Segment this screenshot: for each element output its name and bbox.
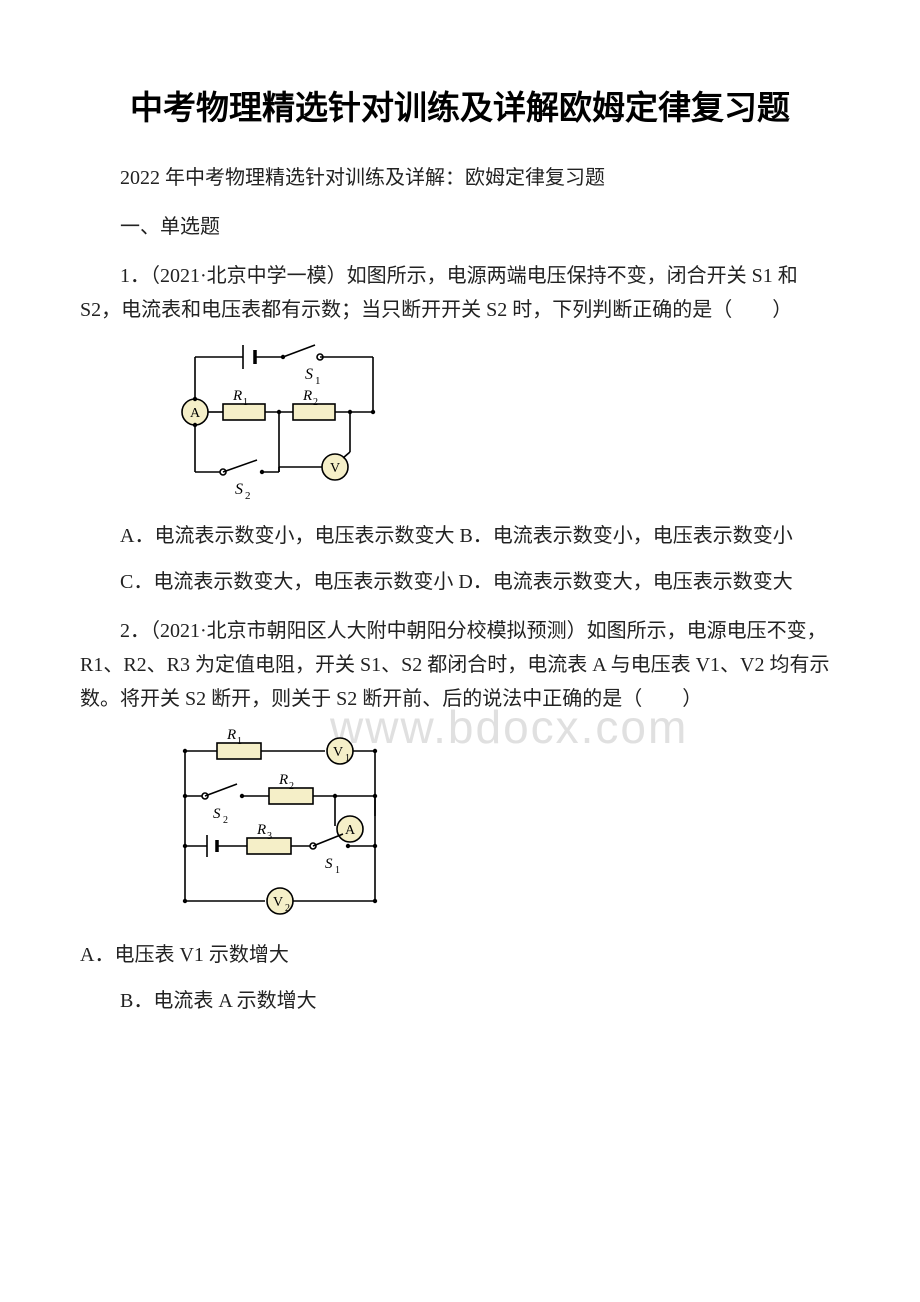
q2-option-a: A．电压表 V1 示数增大: [80, 938, 840, 972]
q1-options-ab: A．电流表示数变小，电压表示数变大 B．电流表示数变小，电压表示数变小: [80, 519, 840, 553]
q2-stem: 2．（2021·北京市朝阳区人大附中朝阳分校模拟预测）如图所示，电源电压不变，R…: [80, 614, 840, 716]
page-title: 中考物理精选针对训练及详解欧姆定律复习题: [80, 80, 840, 136]
svg-text:V: V: [273, 895, 283, 910]
q2-option-b: B．电流表 A 示数增大: [80, 984, 840, 1018]
svg-text:R: R: [226, 727, 236, 743]
svg-text:S: S: [305, 366, 313, 383]
svg-text:1: 1: [315, 375, 321, 387]
svg-text:S: S: [213, 806, 221, 822]
svg-text:R: R: [278, 772, 288, 788]
svg-text:3: 3: [267, 831, 272, 842]
subtitle: 2022 年中考物理精选针对训练及详解：欧姆定律复习题: [80, 161, 840, 195]
q1-circuit-diagram: S1AR1R2S2V: [165, 337, 840, 507]
svg-text:R: R: [302, 388, 312, 404]
svg-text:2: 2: [285, 903, 290, 914]
svg-text:A: A: [345, 823, 356, 838]
page: www.bdocx.com 中考物理精选针对训练及详解欧姆定律复习题 2022 …: [80, 80, 840, 1018]
q1-stem: 1．（2021·北京中学一模）如图所示，电源两端电压保持不变，闭合开关 S1 和…: [80, 259, 840, 327]
svg-text:2: 2: [313, 397, 318, 408]
q2-circuit-diagram: R1V1R2S2AR3S1V2: [165, 726, 840, 926]
svg-text:S: S: [235, 481, 243, 498]
svg-text:1: 1: [237, 736, 242, 747]
svg-text:V: V: [330, 461, 340, 476]
svg-text:2: 2: [289, 781, 294, 792]
svg-text:R: R: [232, 388, 242, 404]
svg-text:R: R: [256, 822, 266, 838]
svg-text:1: 1: [335, 865, 340, 876]
svg-text:2: 2: [245, 490, 251, 502]
section-heading: 一、单选题: [80, 210, 840, 244]
svg-text:S: S: [325, 856, 333, 872]
q1-options-cd: C．电流表示数变大，电压表示数变小 D．电流表示数变大，电压表示数变大: [80, 565, 840, 599]
svg-text:2: 2: [223, 815, 228, 826]
svg-text:1: 1: [243, 397, 248, 408]
svg-text:V: V: [333, 745, 343, 760]
svg-text:A: A: [190, 406, 201, 421]
svg-text:1: 1: [345, 753, 350, 764]
